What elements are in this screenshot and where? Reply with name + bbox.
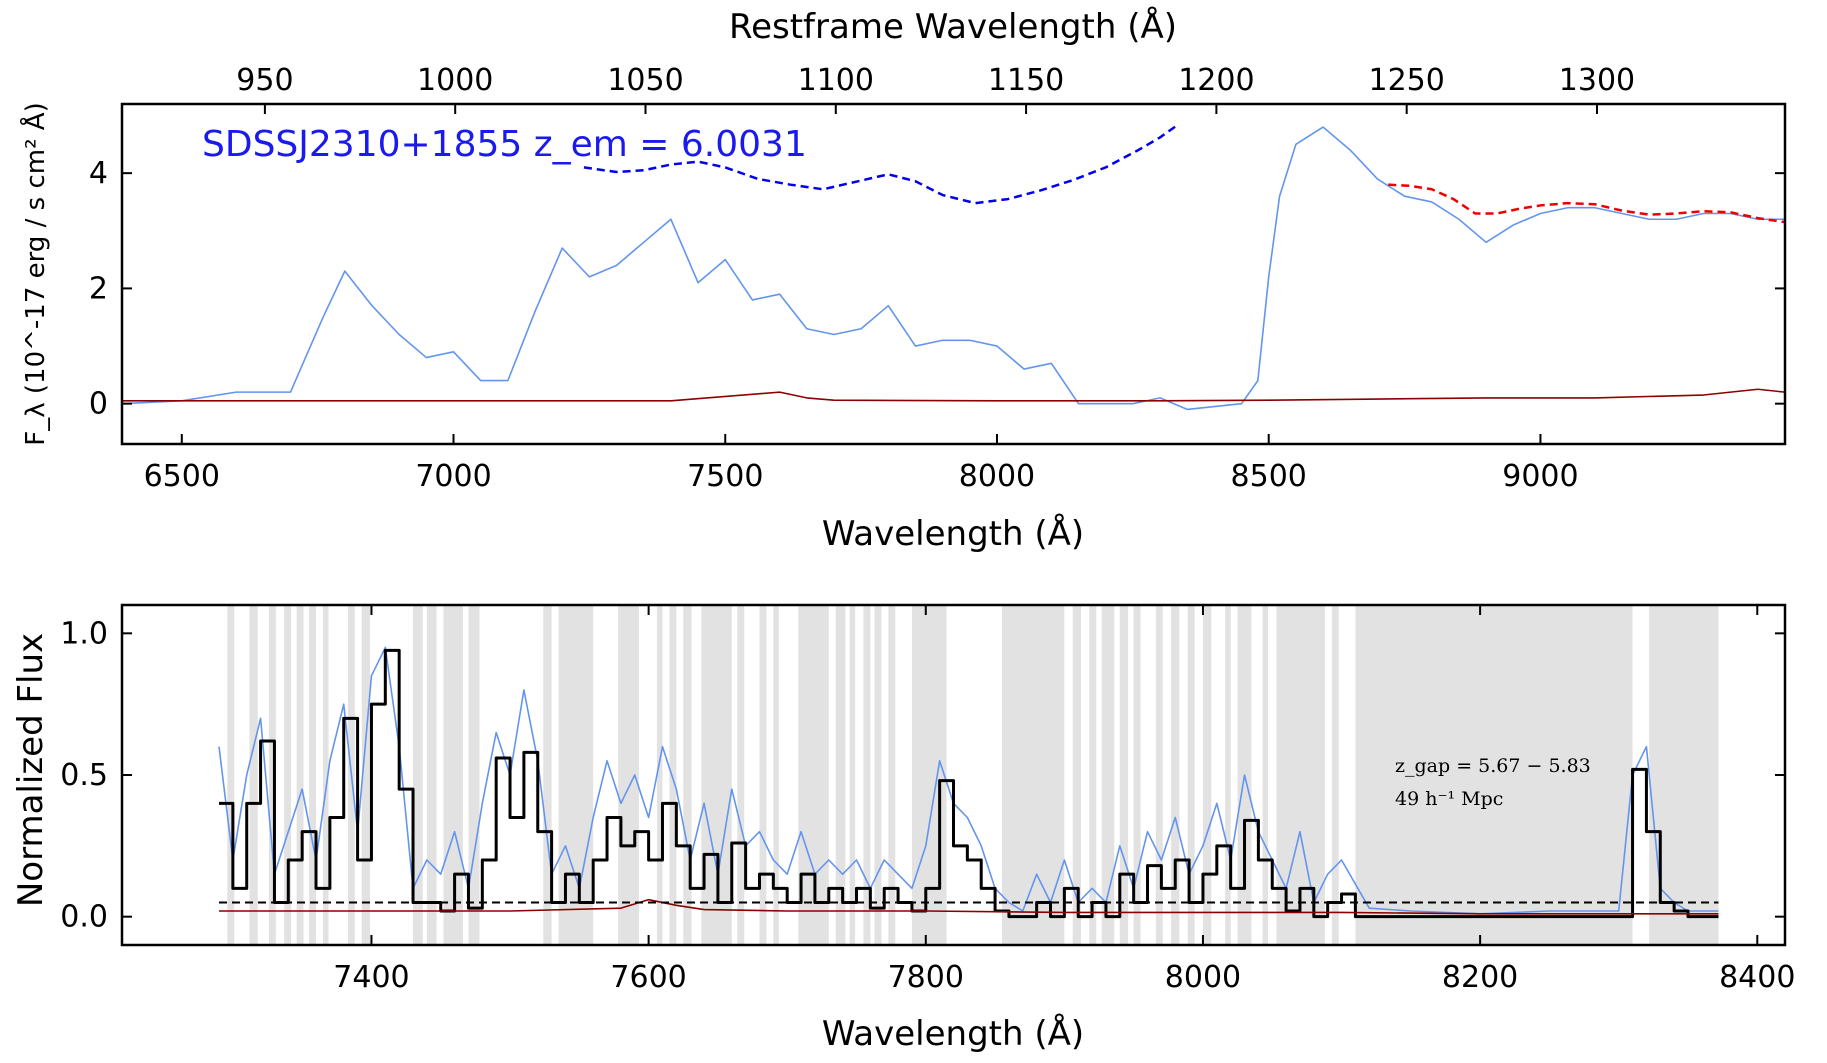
top-secondary-xlabel: Restframe Wavelength (Å) xyxy=(729,6,1177,47)
top-annotation: SDSSJ2310+1855 z_em = 6.0031 xyxy=(202,124,807,165)
top-top-xtick-label: 1000 xyxy=(417,63,493,98)
bottom-shaded-region-6 xyxy=(322,605,329,945)
bottom-shaded-region-14 xyxy=(558,605,594,945)
top-ytick-label: 0 xyxy=(89,387,108,422)
top-ytick-label: 2 xyxy=(89,271,108,306)
bottom-shaded-region-4 xyxy=(296,605,304,945)
top-top-xtick-label: 1050 xyxy=(607,63,683,98)
top-top-xtick-label: 950 xyxy=(236,63,293,98)
bottom-series-0 xyxy=(218,646,1719,915)
top-xtick-label: 8000 xyxy=(959,459,1035,494)
top-xtick-label: 7500 xyxy=(687,459,763,494)
bottom-shaded-region-37 xyxy=(1171,605,1180,945)
bottom-shaded-region-44 xyxy=(1331,605,1339,945)
bottom-shaded-region-15 xyxy=(618,605,639,945)
bottom-shaded-region-12 xyxy=(468,605,480,945)
bottom-shaded-region-10 xyxy=(426,605,437,945)
bottom-xtick-label: 8400 xyxy=(1719,960,1795,995)
bottom-shaded-region-30 xyxy=(1002,605,1065,945)
top-plot-area xyxy=(122,124,1785,411)
bottom-shaded-region-26 xyxy=(863,605,871,945)
bottom-shaded-region-36 xyxy=(1155,605,1163,945)
bottom-shaded-region-40 xyxy=(1225,605,1231,945)
top-series-2 xyxy=(583,124,1178,205)
bottom-shaded-region-45 xyxy=(1355,605,1633,945)
bottom-shaded-region-39 xyxy=(1202,605,1212,945)
bottom-shaded-region-0 xyxy=(227,605,235,945)
bottom-shaded-region-8 xyxy=(361,605,371,945)
bottom-shaded-region-25 xyxy=(849,605,856,945)
bottom-shaded-region-17 xyxy=(669,605,677,945)
bottom-xlabel: Wavelength (Å) xyxy=(822,1013,1084,1054)
bottom-xtick-label: 8000 xyxy=(1165,960,1241,995)
top-series-0 xyxy=(122,126,1785,411)
bottom-shaded-region-3 xyxy=(284,605,292,945)
bottom-xtick-label: 8200 xyxy=(1442,960,1518,995)
top-xlabel: Wavelength (Å) xyxy=(822,513,1084,554)
top-panel: 6500 7000 7500 8000 8500 9000 0 2 4 950 1000 1050 11… xyxy=(19,6,1787,554)
top-xtick-label: 8500 xyxy=(1231,459,1307,494)
bottom-shaded-region-42 xyxy=(1262,605,1269,945)
top-xtick-label: 9000 xyxy=(1502,459,1578,494)
gap-annotation-line-2: 49 h⁻¹ Mpc xyxy=(1395,788,1503,810)
top-top-xtick-label: 1200 xyxy=(1178,63,1254,98)
bottom-shaded-region-34 xyxy=(1119,605,1129,945)
gap-annotation-line-1: z_gap = 5.67 − 5.83 xyxy=(1395,755,1591,777)
bottom-ytick-label: 0.5 xyxy=(60,758,108,793)
top-top-xtick-label: 1150 xyxy=(988,63,1064,98)
bottom-shaded-region-21 xyxy=(759,605,767,945)
bottom-series-1 xyxy=(219,648,1719,919)
top-top-xtick-label: 1250 xyxy=(1369,63,1445,98)
bottom-ticks: 7400 7600 7800 8000 8200 8400 0.0 0.5 1.0 xyxy=(60,605,1795,995)
bottom-series-2 xyxy=(219,898,1719,915)
bottom-shaded-region-18 xyxy=(683,605,692,945)
bottom-shaded-region-32 xyxy=(1089,605,1097,945)
top-ticks: 6500 7000 7500 8000 8500 9000 0 2 4 950 1000 1050 11… xyxy=(89,63,1785,494)
bottom-ytick-label: 0.0 xyxy=(60,900,108,935)
bottom-xtick-label: 7400 xyxy=(333,960,409,995)
bottom-ytick-label: 1.0 xyxy=(60,616,108,651)
bottom-shaded-region-20 xyxy=(737,605,745,945)
bottom-shaded-region-9 xyxy=(413,605,423,945)
bottom-shaded-region-29 xyxy=(911,605,947,945)
bottom-xtick-label: 7800 xyxy=(888,960,964,995)
top-ytick-label: 4 xyxy=(89,156,108,191)
bottom-shaded-region-5 xyxy=(309,605,317,945)
bottom-shaded-region-22 xyxy=(773,605,779,945)
bottom-shaded-region-13 xyxy=(543,605,552,945)
top-xtick-label: 7000 xyxy=(415,459,491,494)
bottom-shaded-region-11 xyxy=(443,605,463,945)
top-top-xtick-label: 1100 xyxy=(798,63,874,98)
bottom-shaded-region-28 xyxy=(888,605,896,945)
bottom-plot-area xyxy=(218,605,1719,945)
top-axes-frame xyxy=(120,102,1787,446)
top-series-3 xyxy=(1388,183,1785,224)
bottom-shaded-region-27 xyxy=(874,605,882,945)
bottom-xtick-label: 7600 xyxy=(610,960,686,995)
bottom-shaded-region-35 xyxy=(1133,605,1141,945)
bottom-ylabel: Normalized Flux xyxy=(11,633,51,907)
top-ylabel: F_λ (10^-17 erg / s cm² Å) xyxy=(19,102,51,445)
bottom-shaded-region-16 xyxy=(656,605,663,945)
bottom-shaded-region-1 xyxy=(249,605,258,945)
top-top-xtick-label: 1300 xyxy=(1559,63,1635,98)
bottom-shaded-region-38 xyxy=(1187,605,1195,945)
bottom-shaded-region-31 xyxy=(1072,605,1081,945)
bottom-shaded-region-2 xyxy=(268,605,276,945)
bottom-panel: 7400 7600 7800 8000 8200 8400 0.0 0.5 1.0 z_gap … xyxy=(11,603,1795,1054)
bottom-shaded-region-33 xyxy=(1101,605,1115,945)
bottom-shaded-region-24 xyxy=(835,605,846,945)
top-xtick-label: 6500 xyxy=(144,459,220,494)
top-series-1 xyxy=(122,388,1785,402)
